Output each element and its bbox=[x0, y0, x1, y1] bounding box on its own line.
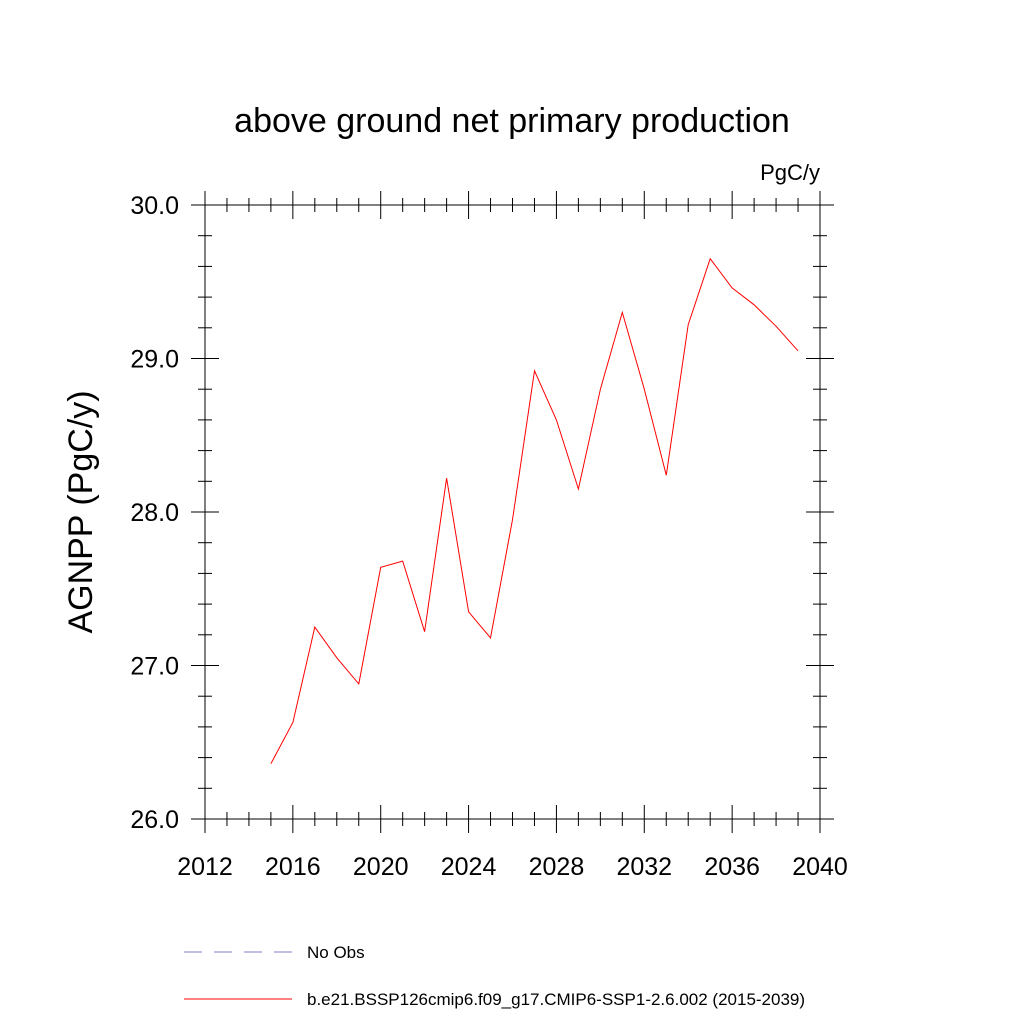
x-tick-label: 2028 bbox=[529, 853, 585, 881]
x-tick-label: 2024 bbox=[441, 853, 497, 881]
y-axis-label: AGNPP (PgC/y) bbox=[62, 390, 100, 633]
y-tick-label: 30.0 bbox=[130, 192, 179, 220]
y-tick-label: 28.0 bbox=[130, 499, 179, 527]
units-label: PgC/y bbox=[760, 160, 820, 185]
x-tick-label: 2012 bbox=[177, 853, 233, 881]
x-tick-label: 2036 bbox=[704, 853, 760, 881]
x-tick-label: 2020 bbox=[353, 853, 409, 881]
x-tick-label: 2040 bbox=[792, 853, 848, 881]
series-line bbox=[270, 257, 799, 764]
chart-title: above ground net primary production bbox=[234, 102, 790, 140]
y-tick-label: 27.0 bbox=[130, 653, 179, 681]
legend-label: No Obs bbox=[307, 943, 365, 962]
legend-label: b.e21.BSSP126cmip6.f09_g17.CMIP6-SSP1-2.… bbox=[307, 990, 805, 1009]
series-group bbox=[270, 257, 799, 764]
y-tick-label: 29.0 bbox=[130, 346, 179, 374]
x-tick-label: 2032 bbox=[616, 853, 672, 881]
x-tick-label: 2016 bbox=[265, 853, 321, 881]
axis-ticks: 2012 2016 2020 2024 2028 2032 2036 2040 26.0 27.0… bbox=[130, 191, 848, 881]
y-tick-label: 26.0 bbox=[130, 806, 179, 834]
legend: No Obs b.e21.BSSP126cmip6.f09_g17.CMIP6-S… bbox=[184, 943, 805, 1009]
plot-frame bbox=[204, 204, 821, 820]
